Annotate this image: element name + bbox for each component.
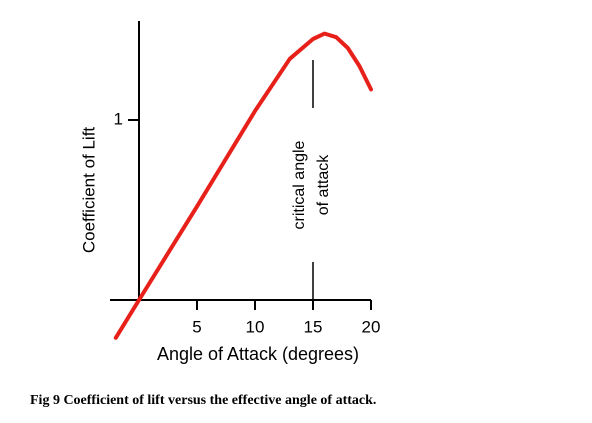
annotation-text: of attack bbox=[315, 154, 332, 215]
x-tick-label: 10 bbox=[246, 317, 265, 336]
y-tick-label: 1 bbox=[114, 109, 123, 128]
x-tick-label: 20 bbox=[362, 317, 381, 336]
x-tick-label: 5 bbox=[192, 317, 201, 336]
annotation-text: critical angle bbox=[291, 140, 308, 229]
lift-curve bbox=[113, 31, 373, 340]
x-axis-label: Angle of Attack (degrees) bbox=[157, 344, 359, 364]
y-axis-label: Coefficient of Lift bbox=[79, 127, 98, 254]
x-tick-label: 15 bbox=[304, 317, 323, 336]
caption: Fig 9 Coefficient of lift versus the eff… bbox=[30, 393, 376, 408]
